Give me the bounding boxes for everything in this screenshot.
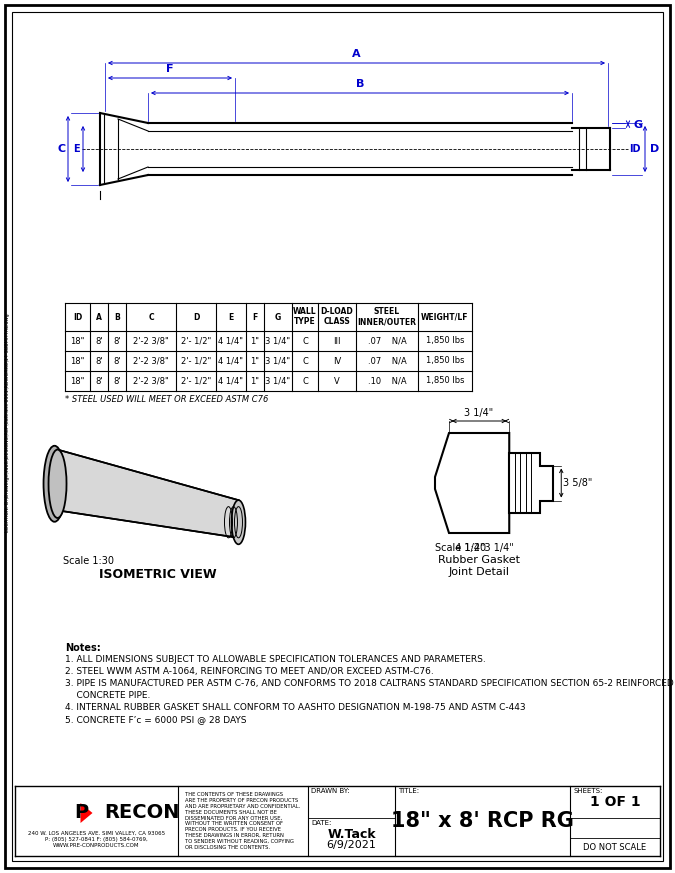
Text: D: D [193, 313, 199, 321]
Text: Scale 1:20: Scale 1:20 [435, 543, 486, 553]
Text: P: P [74, 803, 88, 822]
Text: B: B [356, 79, 365, 89]
Text: A: A [96, 313, 102, 321]
Text: 8': 8' [113, 376, 121, 386]
Text: 5. CONCRETE F’c = 6000 PSI @ 28 DAYS: 5. CONCRETE F’c = 6000 PSI @ 28 DAYS [65, 715, 246, 724]
Text: 3 1/4": 3 1/4" [265, 376, 290, 386]
Text: C: C [302, 336, 308, 346]
Text: E: E [228, 313, 234, 321]
Text: C: C [148, 313, 154, 321]
Text: 18": 18" [70, 336, 84, 346]
Text: CLASS: CLASS [323, 318, 350, 327]
Text: SHEETS:: SHEETS: [573, 788, 602, 794]
Text: DATE:: DATE: [311, 820, 331, 826]
Text: .10    N/A: .10 N/A [368, 376, 406, 386]
Text: .07    N/A: .07 N/A [368, 336, 406, 346]
Text: * STEEL USED WILL MEET OR EXCEED ASTM C76: * STEEL USED WILL MEET OR EXCEED ASTM C7… [65, 395, 269, 404]
Text: V: V [334, 376, 340, 386]
Text: 8': 8' [113, 336, 121, 346]
Text: 3 5/8": 3 5/8" [563, 478, 593, 488]
Text: E: E [74, 144, 80, 154]
Text: 8': 8' [95, 336, 103, 346]
Text: 1,850 lbs: 1,850 lbs [426, 336, 464, 346]
Text: F: F [166, 64, 173, 74]
Text: 6/9/2021: 6/9/2021 [327, 840, 377, 850]
Text: Notes:: Notes: [65, 643, 101, 653]
Polygon shape [80, 803, 92, 823]
Text: 2'-2 3/8": 2'-2 3/8" [133, 356, 169, 366]
Text: C: C [302, 376, 308, 386]
Text: D-LOAD: D-LOAD [321, 307, 354, 317]
Polygon shape [509, 453, 554, 513]
Text: 2'-2 3/8": 2'-2 3/8" [133, 336, 169, 346]
Text: III: III [333, 336, 341, 346]
Text: 18": 18" [70, 356, 84, 366]
Text: B: B [114, 313, 120, 321]
Text: 3 1/4": 3 1/4" [464, 408, 493, 418]
Text: WALL: WALL [293, 307, 317, 317]
Text: C: C [302, 356, 308, 366]
Text: INNER/OUTER: INNER/OUTER [358, 318, 416, 327]
Text: 4 1/4": 4 1/4" [219, 356, 244, 366]
Text: Rubber Gasket
Joint Detail: Rubber Gasket Joint Detail [438, 555, 520, 576]
Text: IV: IV [333, 356, 341, 366]
Ellipse shape [49, 450, 67, 518]
Text: TITLE:: TITLE: [398, 788, 419, 794]
Text: 1": 1" [250, 336, 259, 346]
Text: 2'- 1/2": 2'- 1/2" [181, 376, 211, 386]
Text: 1,850 lbs: 1,850 lbs [426, 356, 464, 366]
Polygon shape [435, 433, 509, 533]
Text: G: G [275, 313, 281, 321]
Text: ID: ID [73, 313, 82, 321]
Text: LOCATION: D:\Drawings\Vault\DESIGNS\RCP\Caltrans 8551\RDWORK6\14-SUBMITTAL.dwg: LOCATION: D:\Drawings\Vault\DESIGNS\RCP\… [5, 313, 11, 533]
Text: 8': 8' [95, 356, 103, 366]
Ellipse shape [232, 500, 246, 545]
Text: 1,850 lbs: 1,850 lbs [426, 376, 464, 386]
Text: DO NOT SCALE: DO NOT SCALE [583, 842, 647, 851]
Text: .07    N/A: .07 N/A [368, 356, 406, 366]
Text: 18" x 8' RCP RG: 18" x 8' RCP RG [391, 811, 574, 831]
Text: 2'- 1/2": 2'- 1/2" [181, 356, 211, 366]
Text: 2. STEEL WWM ASTM A-1064, REINFORCING TO MEET AND/OR EXCEED ASTM-C76.: 2. STEEL WWM ASTM A-1064, REINFORCING TO… [65, 667, 434, 676]
Text: THE CONTENTS OF THESE DRAWINGS
ARE THE PROPERTY OF PRECON PRODUCTS
AND ARE PROPR: THE CONTENTS OF THESE DRAWINGS ARE THE P… [186, 793, 300, 849]
Text: A: A [352, 49, 361, 59]
Text: DRAWN BY:: DRAWN BY: [311, 788, 350, 794]
Text: 4 1/4": 4 1/4" [219, 336, 244, 346]
Text: Scale 1:30: Scale 1:30 [63, 556, 113, 566]
Text: STEEL: STEEL [374, 307, 400, 317]
Text: ID: ID [629, 144, 641, 154]
Text: 1 OF 1: 1 OF 1 [590, 795, 641, 809]
Text: CONCRETE PIPE.: CONCRETE PIPE. [65, 691, 151, 700]
Text: 18": 18" [70, 376, 84, 386]
Polygon shape [57, 450, 238, 538]
Text: F: F [252, 313, 258, 321]
Text: 4. INTERNAL RUBBER GASKET SHALL CONFORM TO AASHTO DESIGNATION M-198-75 AND ASTM : 4. INTERNAL RUBBER GASKET SHALL CONFORM … [65, 703, 526, 712]
Text: C: C [58, 144, 66, 154]
Text: 3. PIPE IS MANUFACTURED PER ASTM C-76, AND CONFORMS TO 2018 CALTRANS STANDARD SP: 3. PIPE IS MANUFACTURED PER ASTM C-76, A… [65, 679, 674, 688]
Ellipse shape [43, 446, 65, 522]
Text: 2'-2 3/8": 2'-2 3/8" [133, 376, 169, 386]
Text: 1": 1" [250, 376, 259, 386]
Text: 8': 8' [95, 376, 103, 386]
Text: RECON: RECON [105, 803, 180, 822]
Text: D: D [650, 144, 659, 154]
Text: 1": 1" [250, 356, 259, 366]
Text: 240 W. LOS ANGELES AVE. SIMI VALLEY, CA 93065
P: (805) 527-0841 F: (805) 584-076: 240 W. LOS ANGELES AVE. SIMI VALLEY, CA … [28, 831, 165, 848]
Text: 4 1/4": 4 1/4" [219, 376, 244, 386]
Text: G: G [633, 120, 642, 130]
Text: TYPE: TYPE [294, 318, 316, 327]
Text: WEIGHT/LF: WEIGHT/LF [421, 313, 468, 321]
Text: ISOMETRIC VIEW: ISOMETRIC VIEW [99, 567, 217, 581]
Text: 8': 8' [113, 356, 121, 366]
Text: 3 1/4": 3 1/4" [265, 356, 290, 366]
Text: W.Tack: W.Tack [327, 828, 376, 842]
Text: 3 1/4": 3 1/4" [265, 336, 290, 346]
Text: 4 1/4"3 1/4": 4 1/4"3 1/4" [449, 543, 514, 553]
Text: 1. ALL DIMENSIONS SUBJECT TO ALLOWABLE SPECIFICATION TOLERANCES AND PARAMETERS.: 1. ALL DIMENSIONS SUBJECT TO ALLOWABLE S… [65, 655, 486, 664]
Text: 2'- 1/2": 2'- 1/2" [181, 336, 211, 346]
